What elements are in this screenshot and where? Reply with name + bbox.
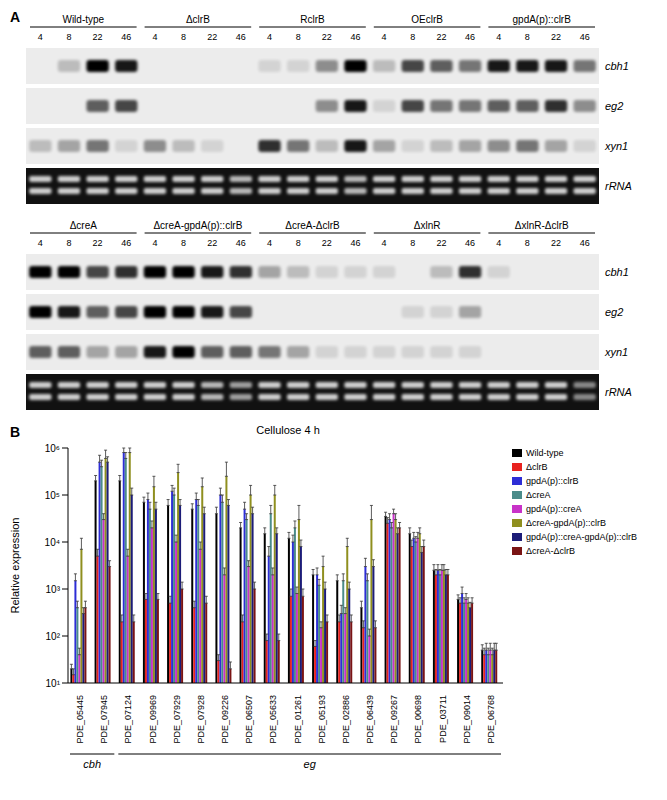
html-text:B: B	[10, 424, 21, 440]
svg-text:10¹: 10¹	[46, 678, 61, 689]
svg-text:10⁴: 10⁴	[45, 537, 60, 548]
svg-text:rRNA: rRNA	[605, 386, 632, 398]
svg-text:22: 22	[207, 32, 217, 42]
svg-text:8: 8	[525, 238, 530, 248]
svg-text:4: 4	[152, 238, 157, 248]
svg-text:22: 22	[436, 32, 446, 42]
svg-text:eg2: eg2	[605, 306, 623, 318]
svg-text:cbh1: cbh1	[605, 266, 629, 278]
svg-text:PDE_07124: PDE_07124	[123, 695, 133, 744]
svg-text:PDE_07929: PDE_07929	[172, 695, 182, 744]
svg-text:8: 8	[181, 32, 186, 42]
svg-text:46: 46	[580, 238, 590, 248]
svg-text:8: 8	[410, 238, 415, 248]
svg-text:PDE_02886: PDE_02886	[341, 695, 351, 744]
svg-text:4: 4	[382, 32, 387, 42]
svg-text:8: 8	[410, 32, 415, 42]
svg-text:eg: eg	[304, 758, 317, 770]
svg-text:PDE_09226: PDE_09226	[220, 695, 230, 744]
svg-text:22: 22	[322, 238, 332, 248]
svg-text:PDE_06768: PDE_06768	[486, 695, 496, 744]
svg-text:PDE_09014: PDE_09014	[462, 695, 472, 744]
svg-text:PDE_07928: PDE_07928	[196, 695, 206, 744]
svg-text:46: 46	[350, 32, 360, 42]
svg-text:8: 8	[296, 238, 301, 248]
html-text:Wild-type: Wild-type	[526, 448, 564, 458]
svg-text:PDE_01261: PDE_01261	[293, 695, 303, 744]
html-text:ΔclrB: ΔclrB	[526, 462, 548, 472]
svg-text:gpdA(p)::clrB: gpdA(p)::clrB	[513, 14, 572, 25]
svg-text:ΔxlnR: ΔxlnR	[414, 220, 441, 231]
svg-text:ΔcreA-ΔclrB: ΔcreA-ΔclrB	[285, 220, 340, 231]
svg-text:46: 46	[121, 32, 131, 42]
svg-text:46: 46	[236, 238, 246, 248]
html-text:ΔcreA-gpdA(p)::clrB: ΔcreA-gpdA(p)::clrB	[526, 518, 606, 528]
svg-text:8: 8	[525, 32, 530, 42]
svg-text:Wild-type: Wild-type	[62, 14, 104, 25]
svg-text:PDE_09969: PDE_09969	[148, 695, 158, 744]
svg-text:46: 46	[236, 32, 246, 42]
svg-text:PDE_09267: PDE_09267	[389, 695, 399, 744]
svg-text:PDE_00698: PDE_00698	[413, 695, 423, 744]
svg-text:22: 22	[93, 238, 103, 248]
svg-text:8: 8	[296, 32, 301, 42]
svg-text:ΔclrB: ΔclrB	[186, 14, 210, 25]
svg-text:cbh: cbh	[83, 758, 101, 770]
svg-text:PDE_07945: PDE_07945	[99, 695, 109, 744]
svg-text:4: 4	[496, 238, 501, 248]
svg-text:eg2: eg2	[605, 100, 623, 112]
svg-text:PDE_05633: PDE_05633	[268, 695, 278, 744]
svg-text:rRNA: rRNA	[605, 180, 632, 192]
svg-text:ΔxlnR-ΔclrB: ΔxlnR-ΔclrB	[515, 220, 569, 231]
svg-text:xyn1: xyn1	[604, 346, 628, 358]
svg-text:4: 4	[152, 32, 157, 42]
svg-text:4: 4	[496, 32, 501, 42]
svg-text:ΔcreA-gpdA(p)::clrB: ΔcreA-gpdA(p)::clrB	[153, 220, 242, 231]
svg-text:4: 4	[382, 238, 387, 248]
svg-text:22: 22	[551, 238, 561, 248]
svg-text:xyn1: xyn1	[604, 140, 628, 152]
svg-text:PDE_06439: PDE_06439	[365, 695, 375, 744]
svg-text:A: A	[10, 9, 20, 25]
html-text:gpdA(p)::clrB: gpdA(p)::clrB	[526, 476, 579, 486]
svg-text:8: 8	[66, 238, 71, 248]
svg-text:8: 8	[66, 32, 71, 42]
svg-text:4: 4	[267, 238, 272, 248]
svg-text:OEclrB: OEclrB	[411, 14, 443, 25]
html-text:gpdA(p)::creA-gpdA(p)::clrB: gpdA(p)::creA-gpdA(p)::clrB	[526, 532, 637, 542]
svg-text:10³: 10³	[46, 584, 61, 595]
svg-text:cbh1: cbh1	[605, 60, 629, 72]
svg-text:Relative expression: Relative expression	[9, 518, 21, 614]
svg-text:46: 46	[465, 32, 475, 42]
svg-text:RclrB: RclrB	[300, 14, 325, 25]
html-text:Cellulose 4 h: Cellulose 4 h	[256, 424, 320, 436]
svg-text:46: 46	[465, 238, 475, 248]
svg-text:ΔcreA: ΔcreA	[70, 220, 98, 231]
html-text:ΔcreA: ΔcreA	[526, 490, 551, 500]
html-text:gpdA(p)::creA: gpdA(p)::creA	[526, 504, 582, 514]
svg-text:46: 46	[121, 238, 131, 248]
svg-text:10⁵: 10⁵	[45, 490, 60, 501]
svg-text:4: 4	[267, 32, 272, 42]
svg-text:22: 22	[322, 32, 332, 42]
svg-text:4: 4	[38, 32, 43, 42]
svg-text:22: 22	[207, 238, 217, 248]
svg-text:22: 22	[93, 32, 103, 42]
svg-text:46: 46	[580, 32, 590, 42]
svg-text:PDE_03711: PDE_03711	[438, 695, 448, 743]
svg-text:PDE_05193: PDE_05193	[317, 695, 327, 744]
html-text:ΔcreA-ΔclrB: ΔcreA-ΔclrB	[526, 546, 575, 556]
svg-text:PDE_05445: PDE_05445	[75, 695, 85, 744]
svg-text:10⁶: 10⁶	[45, 443, 60, 454]
svg-text:8: 8	[181, 238, 186, 248]
svg-text:PDE_06507: PDE_06507	[244, 695, 254, 744]
svg-text:10²: 10²	[46, 631, 61, 642]
svg-text:22: 22	[436, 238, 446, 248]
svg-text:22: 22	[551, 32, 561, 42]
svg-text:46: 46	[350, 238, 360, 248]
svg-text:4: 4	[38, 238, 43, 248]
